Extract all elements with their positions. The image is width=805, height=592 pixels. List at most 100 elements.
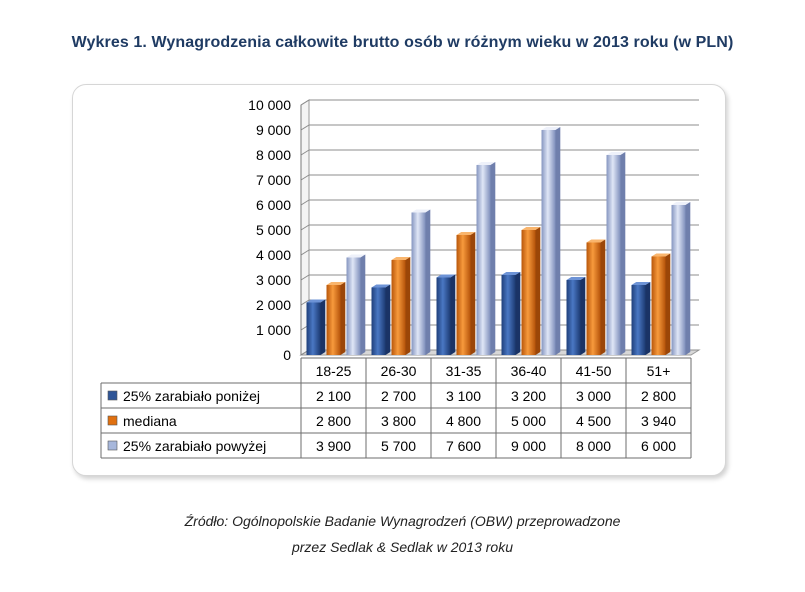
y-tick-label: 7 000 — [256, 172, 291, 188]
bar-top — [586, 239, 606, 243]
bar-top — [501, 272, 521, 275]
bar-top — [631, 282, 651, 285]
bar-front — [411, 212, 426, 355]
bar-side — [320, 299, 326, 355]
category-label: 36-40 — [511, 363, 547, 379]
source-line-1: Źródło: Ogólnopolskie Badanie Wynagrodze… — [184, 513, 621, 529]
legend-label: 25% zarabiało powyżej — [123, 438, 266, 454]
bar-side — [555, 127, 561, 355]
table-cell: 2 800 — [641, 388, 676, 404]
table-cell: 2 100 — [316, 388, 351, 404]
chart-frame: 0 1 000 2 000 3 000 4 000 5 000 6 000 7 000 8 00… — [72, 84, 726, 476]
bar-top — [566, 277, 586, 280]
bar — [671, 202, 691, 355]
bar-front — [436, 277, 451, 355]
table-cell: 2 800 — [316, 413, 351, 429]
table-cell: 3 200 — [511, 388, 546, 404]
chart-title: Wykres 1. Wynagrodzenia całkowite brutto… — [71, 34, 734, 51]
bar-side — [490, 162, 496, 355]
bar-top — [436, 274, 456, 278]
bar — [411, 209, 431, 355]
bar — [521, 227, 541, 355]
bar-top — [391, 257, 411, 260]
bar-side — [425, 209, 431, 355]
y-tick-label: 2 000 — [256, 297, 291, 313]
bar-side — [470, 232, 476, 355]
axis-layer: 0 1 000 2 000 3 000 4 000 5 000 6 000 7 000 8 00… — [248, 97, 302, 363]
bar-front — [521, 230, 536, 355]
bar-side — [620, 152, 626, 355]
table-cell: 4 800 — [446, 413, 481, 429]
category-label: 18-25 — [316, 363, 352, 379]
bar — [501, 272, 521, 355]
gridline-depth — [300, 99, 310, 106]
bar — [631, 282, 651, 355]
bar — [586, 239, 606, 355]
table-cell: 3 800 — [381, 413, 416, 429]
bar — [566, 277, 586, 355]
bar-layer — [306, 127, 691, 355]
table-cell: 9 000 — [511, 438, 546, 454]
bar-top — [371, 284, 391, 288]
table-cell: 3 940 — [641, 413, 676, 429]
y-tick-label: 6 000 — [256, 197, 291, 213]
table-cell: 7 600 — [446, 438, 481, 454]
bar — [436, 274, 456, 355]
bar-top — [456, 232, 476, 235]
y-tick-label: 9 000 — [256, 122, 291, 138]
bar — [606, 152, 626, 355]
legend-swatch — [107, 440, 118, 451]
bar-top — [411, 209, 431, 213]
bar-front — [456, 235, 471, 355]
bar-side — [515, 272, 521, 355]
bar-side — [385, 284, 391, 355]
bar — [476, 162, 496, 355]
bar-front — [501, 275, 516, 355]
y-tick-label: 8 000 — [256, 147, 291, 163]
category-label: 31-35 — [446, 363, 482, 379]
bar — [346, 254, 366, 355]
category-label: 41-50 — [576, 363, 612, 379]
bar-top — [651, 253, 671, 257]
bar-front — [541, 130, 556, 355]
bar — [326, 282, 346, 355]
gridline-depth — [300, 174, 310, 181]
data-table: 18-25 26-30 31-35 36-40 41-50 51+ 25% zarabiał… — [100, 357, 692, 459]
legend-swatch — [107, 415, 118, 426]
bar-front — [371, 287, 386, 355]
bar — [541, 127, 561, 355]
bar-front — [586, 242, 601, 355]
bar-side — [645, 282, 651, 355]
gridline-depth — [300, 199, 310, 206]
chart-svg: 0 1 000 2 000 3 000 4 000 5 000 6 000 7 000 8 00… — [100, 97, 701, 459]
table-cell: 6 000 — [641, 438, 676, 454]
bar-front — [671, 205, 686, 355]
bar-front — [326, 285, 341, 355]
bar-front — [631, 285, 646, 355]
bar-top — [346, 254, 366, 258]
bar-side — [535, 227, 541, 355]
y-tick-label: 0 — [283, 347, 291, 363]
bar-front — [391, 260, 406, 355]
bar-top — [541, 127, 561, 130]
bar-side — [665, 253, 671, 355]
gridline-depth — [300, 299, 310, 306]
y-tick-label: 4 000 — [256, 247, 291, 263]
bar-top — [306, 299, 326, 303]
bar — [651, 253, 671, 355]
source-line-2: przez Sedlak & Sedlak w 2013 roku — [291, 539, 513, 555]
bar-front — [606, 155, 621, 355]
bar-front — [476, 165, 491, 355]
bar-top — [326, 282, 346, 285]
gridline-depth — [300, 249, 310, 256]
bar-side — [360, 254, 366, 355]
bar-top — [476, 162, 496, 165]
table-cell: 4 500 — [576, 413, 611, 429]
gridline-depth — [300, 224, 310, 231]
y-tick-label: 3 000 — [256, 272, 291, 288]
bar — [391, 257, 411, 355]
bar-front — [651, 256, 666, 355]
bar-side — [580, 277, 586, 355]
bar-side — [340, 282, 346, 355]
table-cell: 3 000 — [576, 388, 611, 404]
